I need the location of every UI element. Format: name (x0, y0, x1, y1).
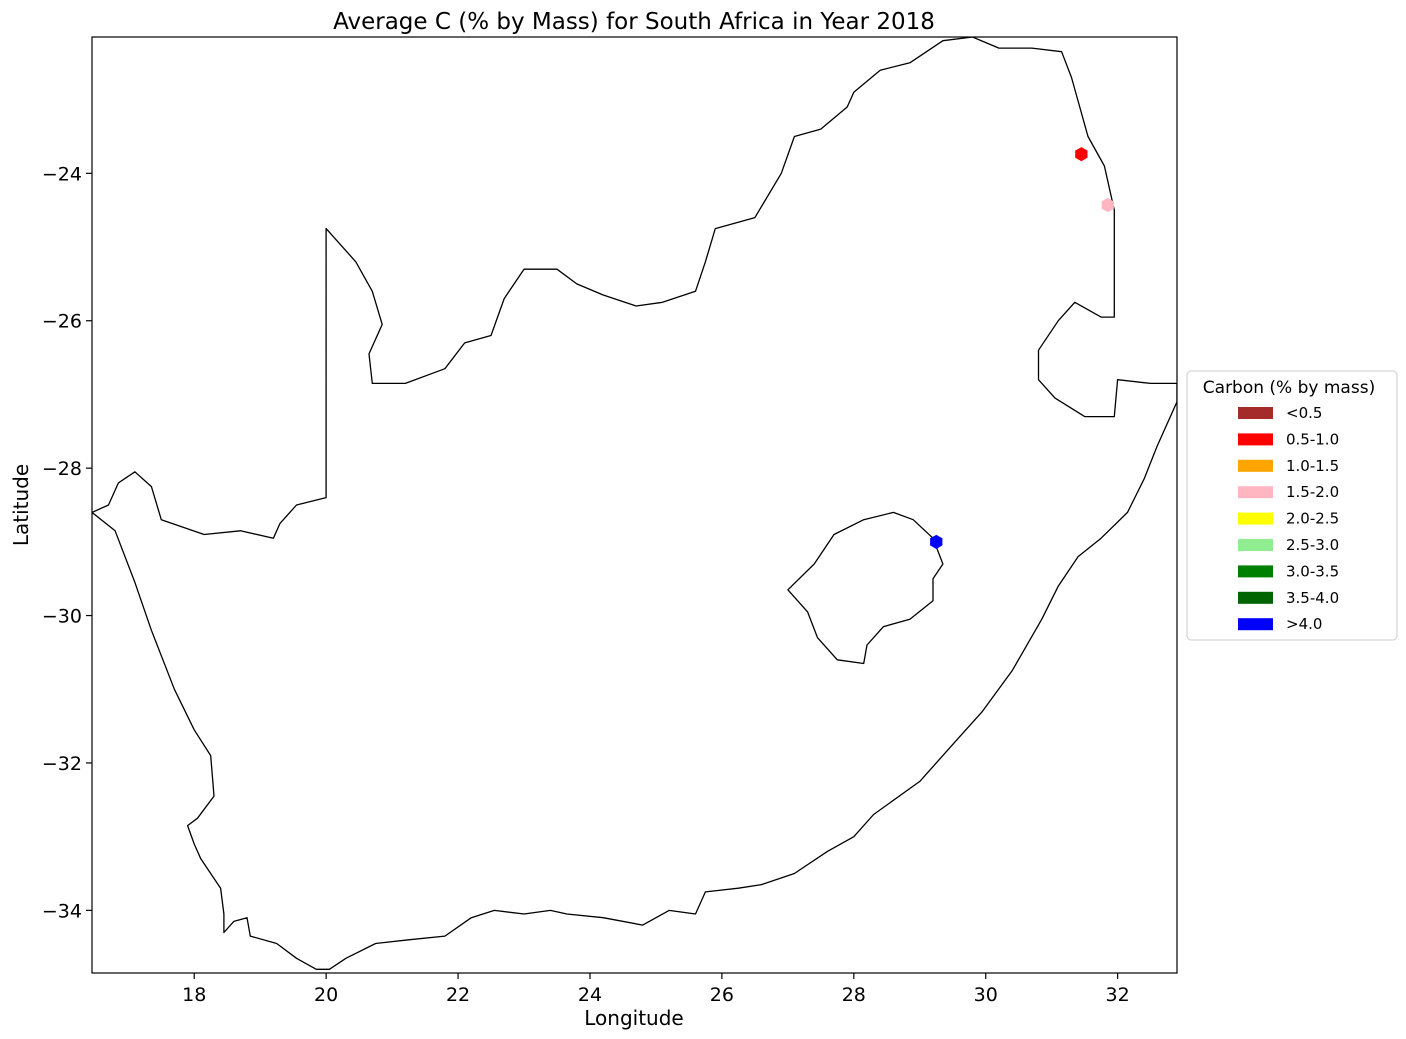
plot-area (91, 36, 1178, 974)
legend-swatch (1238, 618, 1273, 631)
legend-title: Carbon (% by mass) (1203, 378, 1375, 398)
boundary-south-africa (92, 37, 1177, 970)
y-tick-label: −32 (42, 753, 82, 775)
x-tick-label: 24 (578, 984, 602, 1006)
legend-swatch (1238, 591, 1273, 604)
y-axis-label: Latitude (9, 464, 33, 546)
x-tick-label: 28 (842, 984, 866, 1006)
legend-swatch (1238, 539, 1273, 551)
plot-frame (91, 36, 1178, 974)
x-axis-ticks: 18 20 22 24 26 28 30 32 (182, 973, 1130, 1006)
data-point-1 (1075, 147, 1088, 162)
legend: Carbon (% by mass) <0.5 0.5-1.0 1.0-1.5 1.5… (1186, 370, 1398, 641)
legend-entry-label: 1.0-1.5 (1286, 457, 1339, 475)
legend-swatch (1238, 512, 1273, 525)
legend-entry-label: 2.5-3.0 (1286, 536, 1339, 554)
legend-swatch (1238, 407, 1273, 419)
y-tick-label: −28 (42, 458, 82, 480)
x-tick-label: 18 (182, 984, 206, 1006)
legend-entry-label: <0.5 (1286, 404, 1322, 422)
x-tick-label: 32 (1106, 984, 1130, 1006)
legend-swatch (1238, 459, 1273, 472)
x-tick-label: 26 (710, 984, 734, 1006)
x-tick-label: 22 (446, 984, 470, 1006)
y-tick-label: −24 (42, 163, 82, 185)
data-points (930, 147, 1114, 549)
data-point-2 (1101, 197, 1114, 213)
legend-entry-label: 3.5-4.0 (1286, 589, 1339, 607)
legend-entry-label: >4.0 (1286, 615, 1322, 633)
y-axis-ticks: −24 −26 −28 −30 −32 −34 (42, 163, 92, 922)
y-tick-label: −30 (42, 606, 82, 628)
boundary-lesotho (787, 511, 944, 665)
legend-swatch (1238, 565, 1273, 578)
chart-title: Average C (% by Mass) for South Africa i… (333, 9, 935, 35)
y-tick-label: −26 (42, 311, 82, 333)
legend-entries: <0.5 0.5-1.0 1.0-1.5 1.5-2.0 2.0-2.5 2.5-3.0 3… (1238, 404, 1339, 633)
x-tick-label: 30 (974, 984, 998, 1006)
data-point-3 (930, 534, 943, 549)
x-tick-label: 20 (314, 984, 338, 1006)
legend-entry-label: 0.5-1.0 (1286, 430, 1339, 448)
legend-swatch (1238, 486, 1273, 499)
legend-entry-label: 1.5-2.0 (1286, 483, 1339, 501)
map-boundaries (92, 37, 1177, 970)
legend-entry-label: 3.0-3.5 (1286, 562, 1339, 580)
y-tick-label: −34 (42, 900, 82, 922)
legend-swatch (1238, 433, 1273, 446)
x-axis-label: Longitude (584, 1006, 683, 1030)
legend-entry-label: 2.0-2.5 (1286, 510, 1339, 528)
